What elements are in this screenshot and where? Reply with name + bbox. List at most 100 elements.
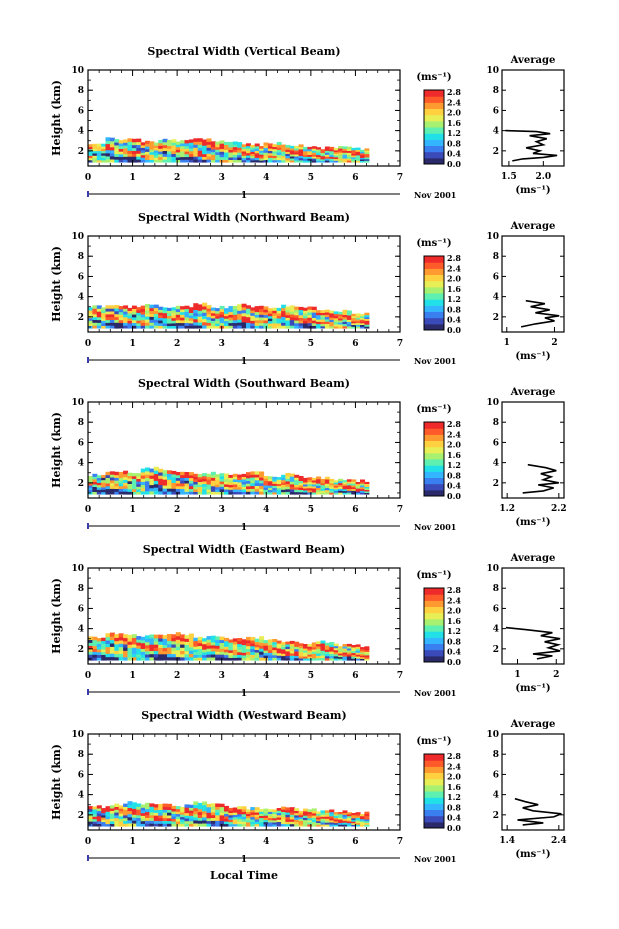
heatmap-cell <box>136 475 142 479</box>
colorbar-frame <box>423 421 445 497</box>
heatmap-cell <box>215 479 221 483</box>
heatmap-cell <box>92 152 98 156</box>
heatmap-cell <box>272 819 278 823</box>
heatmap-cell <box>149 809 155 813</box>
heatmap-cell <box>171 491 177 495</box>
colorbar-swatch <box>424 649 444 657</box>
heatmap-cell <box>206 322 212 326</box>
colorbar-swatch <box>424 114 444 122</box>
heatmap-cell <box>355 648 361 651</box>
heatmap-cell <box>193 315 199 320</box>
heatmap-cell <box>162 817 168 821</box>
heatmap-cell <box>237 144 243 148</box>
heatmap-cell <box>298 480 304 484</box>
heatmap-cell <box>149 478 155 482</box>
heatmap-cell <box>96 480 102 483</box>
heatmap-cell <box>114 803 120 807</box>
heatmap-cell <box>127 819 133 824</box>
heatmap-cell <box>272 320 278 324</box>
heatmap-cell <box>324 325 330 329</box>
heatmap-cell <box>197 820 203 824</box>
heatmap-cell <box>131 319 137 323</box>
heatmap-cell <box>188 159 194 163</box>
heatmap-cell <box>267 821 273 825</box>
heatmap-cell <box>232 819 238 822</box>
colorbar-swatch <box>424 305 444 312</box>
heatmap-cell <box>232 816 238 820</box>
heatmap-cell <box>276 483 282 487</box>
heatmap-cell <box>88 645 93 649</box>
heatmap-cell <box>92 483 98 487</box>
heatmap-cell <box>118 311 124 315</box>
heatmap-cell <box>259 316 265 321</box>
heatmap-cell <box>206 141 212 145</box>
heatmap-cell <box>175 635 181 640</box>
heatmap-cell <box>136 648 142 652</box>
heatmap-cell <box>118 314 124 318</box>
heatmap-cell <box>250 651 256 655</box>
heatmap-cell <box>180 317 186 321</box>
heatmap-cell <box>153 313 159 317</box>
heatmap-cell <box>346 820 352 824</box>
heatmap-cell <box>333 817 339 820</box>
heatmap-cell <box>131 314 137 318</box>
heatmap-cell <box>333 485 339 488</box>
heatmap-cell <box>215 318 221 322</box>
heatmap-cell <box>184 491 190 495</box>
heatmap-cell <box>88 816 93 820</box>
heatmap-cell <box>158 148 164 152</box>
heatmap-cell <box>162 479 168 483</box>
heatmap-cell <box>131 802 137 806</box>
heatmap-cell <box>180 151 186 155</box>
heatmap-cell <box>294 479 300 483</box>
heatmap-cell <box>254 482 260 486</box>
heatmap-cell <box>364 813 370 816</box>
heatmap-cell <box>241 644 247 648</box>
heatmap-cell <box>224 657 229 661</box>
heatmap-cell <box>320 642 326 646</box>
heatmap-cell <box>193 141 199 145</box>
heatmap-cell <box>158 809 164 813</box>
heatmap-cell <box>184 322 190 326</box>
heatmap-cell <box>351 322 357 325</box>
colorbar-swatch <box>424 754 444 761</box>
heatmap-cell <box>241 312 247 317</box>
heatmap-cell <box>127 488 133 492</box>
heatmap-cell <box>289 818 295 822</box>
heatmap-cell <box>342 481 348 485</box>
colorbar-swatch <box>424 483 444 491</box>
heatmap-cell <box>316 312 322 316</box>
heatmap-cell <box>210 149 216 153</box>
heatmap-cell <box>237 481 243 485</box>
heatmap-cell <box>346 492 352 495</box>
heatmap-cell <box>276 146 282 150</box>
heatmap-cell <box>303 648 308 651</box>
heatmap-cell <box>241 315 247 320</box>
heatmap-cell <box>263 147 269 151</box>
heatmap-cell <box>338 488 344 491</box>
heatmap-cell <box>118 633 124 638</box>
heatmap-cell <box>307 154 313 157</box>
heatmap-cell <box>298 647 304 651</box>
heatmap-cell <box>241 811 247 815</box>
x-tick-label: 4 <box>263 173 269 183</box>
heatmap-cell <box>136 803 142 807</box>
heatmap-cell <box>307 152 313 155</box>
heatmap-cell <box>197 479 203 483</box>
heatmap-cell <box>149 640 155 645</box>
heatmap-cell <box>355 654 361 657</box>
x-tick-label: 7 <box>397 339 403 349</box>
heatmap-cell <box>329 312 335 316</box>
heatmap-cell <box>206 307 212 312</box>
y-tick-label: 4 <box>78 625 84 635</box>
heatmap-cell <box>114 310 120 315</box>
heatmap-cell <box>101 315 107 319</box>
heatmap-cell <box>171 159 177 163</box>
heatmap-cell <box>197 147 203 151</box>
average-unit: (ms⁻¹) <box>515 517 550 528</box>
average-frame <box>501 235 565 333</box>
heatmap-cell <box>175 823 181 827</box>
heatmap-cell <box>360 647 365 650</box>
heatmap-cell <box>96 640 102 645</box>
heatmap-cell <box>180 477 186 481</box>
